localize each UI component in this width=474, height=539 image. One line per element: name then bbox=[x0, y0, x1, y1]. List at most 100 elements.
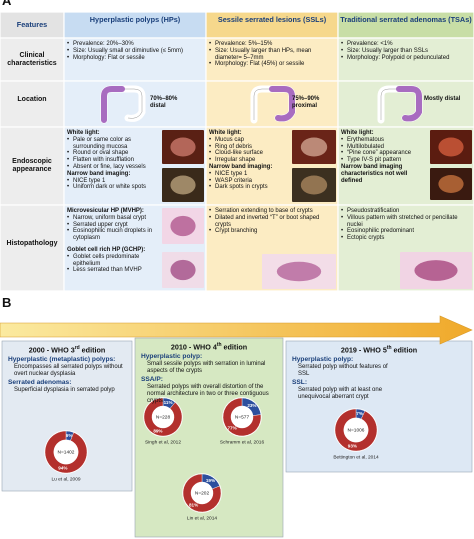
histology-image-detail bbox=[170, 259, 196, 281]
donut-n: N=1402 bbox=[58, 449, 75, 455]
location-label: 70%–80% distal bbox=[150, 96, 178, 109]
donut-label: 93% bbox=[348, 443, 357, 448]
donut-citation: Singh et al, 2012 bbox=[145, 439, 181, 445]
title-part: rd bbox=[74, 345, 80, 351]
title-part: th bbox=[216, 342, 222, 348]
bullet-item: WASP criteria bbox=[209, 178, 291, 185]
section-heading: Hyperplastic polyp: bbox=[292, 356, 354, 363]
bullet-item: Less serrated than MVHP bbox=[67, 267, 159, 274]
bullet-item: Pseudostratification bbox=[341, 208, 473, 215]
bullet-item: Size: Usually small or diminutive (≤ 5mm… bbox=[67, 48, 205, 55]
cell-text: Prevalence: 20%–30%Size: Usually small o… bbox=[67, 41, 205, 61]
cell-text: White light:Mucus capRing of debrisCloud… bbox=[209, 130, 291, 191]
timeline-arrow bbox=[0, 315, 473, 345]
bullet-item: Serrated upper crypt bbox=[67, 222, 159, 229]
bullet-item: Eosinophilic predominant bbox=[341, 228, 473, 235]
endoscopy-image-detail bbox=[300, 175, 328, 195]
bullet-item: Size: Usually larger than SSLs bbox=[341, 48, 473, 55]
donut-n: N=577 bbox=[235, 414, 250, 420]
title-part: 2019 - WHO 5 bbox=[340, 345, 387, 355]
title-part: 2010 - WHO 4 bbox=[170, 342, 217, 352]
location-label: 75%–90% proximal bbox=[292, 96, 320, 109]
bullet-item: Morphology: Polypoid or pedunculated bbox=[341, 55, 473, 62]
bullet-item: Serration extending to base of crypts bbox=[209, 208, 337, 215]
title-part: 2000 - WHO 3 bbox=[28, 345, 75, 355]
donut-label: 6% bbox=[66, 433, 73, 438]
bullet-item: “Pine cone” appearance bbox=[341, 150, 429, 157]
table-cell bbox=[0, 37, 65, 82]
panel-label: A bbox=[2, 0, 12, 8]
group-heading: White light: bbox=[341, 130, 374, 136]
section-text: Serrated polyps with overall distortion … bbox=[147, 384, 269, 404]
cell-text: PseudostratificationVillous pattern with… bbox=[341, 208, 473, 242]
group-heading: Narrow band imaging: bbox=[67, 170, 131, 177]
donut-hole bbox=[343, 417, 369, 443]
colon-highlight bbox=[101, 86, 125, 123]
header-text: Features bbox=[16, 20, 48, 29]
section-heading: Hyperplastic (metaplastic) polyps: bbox=[8, 356, 116, 363]
table-cell bbox=[0, 204, 65, 292]
bullet-item: Pale or same color as surrounding mucosa bbox=[67, 137, 159, 151]
cell-text: Prevalence: 5%–15%Size: Usually larger t… bbox=[209, 41, 337, 68]
cell-text: Microvesicular HP (MVHP):Narrow, uniform… bbox=[67, 208, 159, 274]
donut-n: N=202 bbox=[195, 490, 210, 496]
bullet-item: Uniform dark or white spots bbox=[67, 184, 159, 191]
colon-highlight bbox=[396, 86, 422, 122]
title-part: th bbox=[386, 345, 392, 351]
donut-label: 94% bbox=[58, 466, 67, 471]
section-text: Superficial dysplasia in serrated polyp bbox=[14, 387, 115, 394]
donut-label: 81% bbox=[189, 503, 198, 508]
endoscopy-image-detail bbox=[170, 137, 196, 157]
bullet-item: Eosinophilic mucin droplets in cytoplasm bbox=[67, 228, 159, 242]
donut-hole bbox=[190, 481, 214, 505]
panel-label: B bbox=[2, 295, 12, 310]
edition-title: 2000 - WHO 3rd edition bbox=[2, 345, 132, 354]
bullet-item: Absent or fine, lacy vessels bbox=[67, 164, 159, 171]
bullet-item: Mucus cap bbox=[209, 137, 291, 144]
cell-text: Prevalence: <1%Size: Usually larger than… bbox=[341, 41, 473, 61]
endoscopy-image-detail bbox=[438, 175, 464, 193]
feature-label: Endoscopic appearance bbox=[12, 158, 52, 173]
group-heading: Goblet cell rich HP (GCHP): bbox=[67, 246, 146, 253]
edition-title: 2010 - WHO 4th edition bbox=[135, 342, 283, 351]
bullet-item: Cloud-like surface bbox=[209, 150, 291, 157]
endoscopy-image-detail bbox=[170, 175, 196, 195]
edition-title: 2019 - WHO 5th edition bbox=[286, 345, 472, 354]
bullet-item: Ectopic crypts bbox=[341, 235, 473, 242]
title-part: edition bbox=[391, 345, 418, 355]
donut-citation: Lu et al, 2009 bbox=[51, 476, 80, 482]
endoscopy-image-detail bbox=[438, 137, 464, 157]
cell-text: White light:ErythematousMultilobulated“P… bbox=[341, 130, 429, 184]
group-heading: White light: bbox=[67, 130, 100, 136]
donut-n: N=228 bbox=[156, 414, 171, 420]
cell-text: Serration extending to base of cryptsDil… bbox=[209, 208, 337, 235]
header-text: Hyperplastic polyps (HPs) bbox=[89, 15, 181, 24]
header-text: Traditional serrated adenomas (TSAs) bbox=[340, 15, 472, 24]
section-text: Serrated polyp with at least one unequiv… bbox=[298, 387, 383, 400]
bullet-item: Prevalence: 5%–15% bbox=[209, 41, 337, 48]
group-heading: Narrow band imaging: bbox=[209, 163, 273, 170]
donut-citation: Lin et al, 2014 bbox=[187, 515, 217, 521]
group-heading: Microvesicular HP (MVHP): bbox=[67, 208, 144, 214]
section-heading: SSL: bbox=[292, 379, 308, 387]
bullet-item: Prevalence: <1% bbox=[341, 41, 473, 48]
location-label: Mostly distal bbox=[424, 96, 461, 102]
bullet-item: Irregular shape bbox=[209, 157, 291, 164]
colon-highlight bbox=[269, 86, 295, 122]
donut-hole bbox=[53, 439, 79, 465]
edition-text: Hyperplastic polyp: Small sessile polyps … bbox=[141, 351, 277, 405]
group-heading: White light: bbox=[209, 130, 242, 136]
bullet-item: Multilobulated bbox=[341, 144, 429, 151]
donut-label: 11% bbox=[164, 400, 173, 405]
section-text: Serrated polyp without features of SSL bbox=[298, 363, 388, 377]
endoscopy-image-detail bbox=[300, 137, 328, 157]
donut-label: 77% bbox=[227, 425, 236, 430]
table-cell bbox=[0, 80, 65, 128]
bullet-item: Goblet cells predominate epithelium bbox=[67, 254, 159, 268]
bullet-item: Villous pattern with stretched or pencil… bbox=[341, 215, 473, 229]
edition-text: Hyperplastic polyp: Serrated polyp withou… bbox=[292, 354, 392, 401]
donut-label: 89% bbox=[153, 428, 162, 433]
bullet-item: NICE type 1 bbox=[209, 171, 291, 178]
section-text: Small sessile polyps with serration in l… bbox=[147, 360, 266, 374]
